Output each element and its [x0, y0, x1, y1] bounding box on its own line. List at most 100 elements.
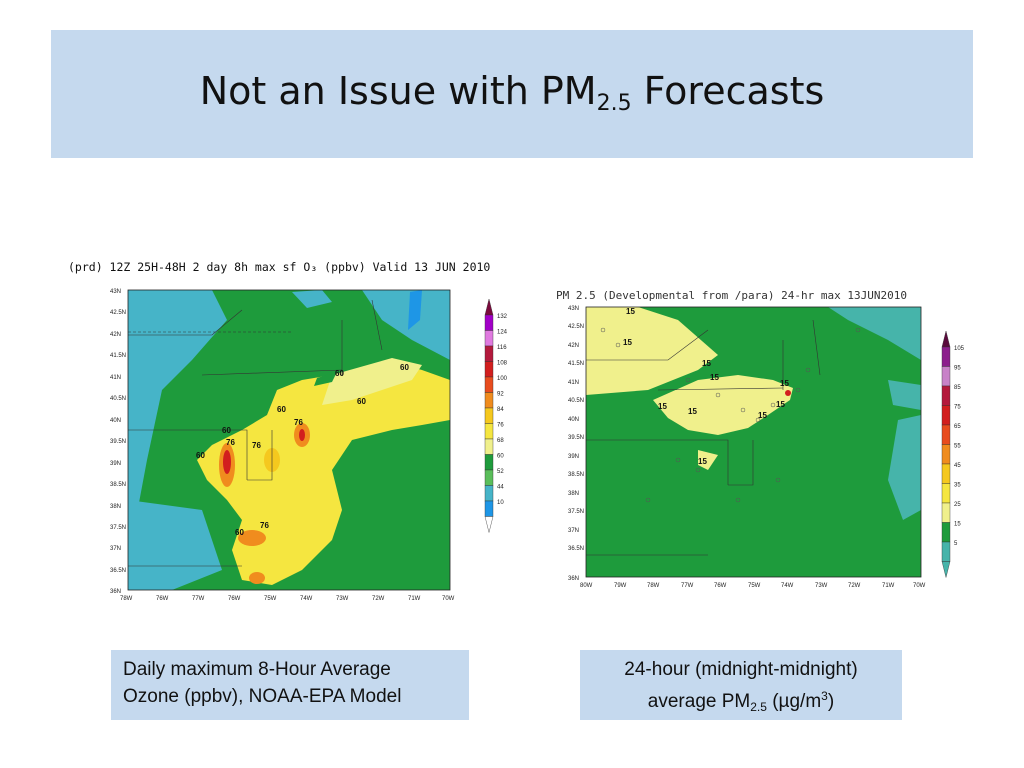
svg-text:43N: 43N: [110, 289, 121, 295]
contour-label: 15: [702, 359, 711, 368]
legend-label: 132: [497, 314, 508, 320]
legend-label: 68: [497, 438, 504, 444]
ozone-color-legend: 132 124 116 108 100 92 84 76 68 60 52 44 10: [484, 298, 508, 533]
legend-swatch: [941, 346, 951, 367]
svg-text:76W: 76W: [714, 583, 727, 589]
contour-label: 15: [698, 457, 707, 466]
svg-text:42N: 42N: [110, 332, 121, 338]
latitude-labels: 43N 42.5N 42N 41.5N 41N 40.5N 40N 39.5N …: [110, 289, 126, 595]
longitude-labels: 80W 79W 78W 77W 76W 75W 74W 73W 72W 71W …: [580, 583, 926, 589]
pm25-15-region: [653, 375, 793, 435]
ozone-76-region: [197, 362, 450, 585]
legend-arrow-bottom: [941, 561, 951, 578]
svg-text:36.5N: 36.5N: [568, 546, 584, 552]
contour-label: 15: [710, 373, 719, 382]
lake-blue: [408, 290, 422, 330]
legend-label: 124: [497, 330, 508, 336]
legend-swatch: [941, 463, 951, 484]
legend-swatch: [941, 502, 951, 523]
legend-arrow-bottom: [484, 516, 494, 533]
svg-text:39N: 39N: [110, 461, 121, 467]
legend-swatch: [484, 314, 494, 331]
svg-text:76W: 76W: [156, 596, 169, 602]
legend-label: 95: [954, 366, 961, 372]
legend-arrow-top: [941, 330, 951, 348]
svg-text:40.5N: 40.5N: [110, 396, 126, 402]
legend-swatch: [941, 405, 951, 426]
svg-text:72W: 72W: [372, 596, 385, 602]
contour-label: 76: [226, 438, 235, 447]
legend-label: 55: [954, 444, 961, 450]
legend-label: 85: [954, 385, 961, 391]
legend-label: 45: [954, 463, 961, 469]
svg-text:80W: 80W: [580, 583, 593, 589]
contour-label: 15: [626, 307, 635, 316]
svg-text:36N: 36N: [568, 576, 579, 582]
svg-text:38N: 38N: [110, 504, 121, 510]
hotspot-5: [249, 572, 265, 584]
legend-arrow-top: [484, 298, 494, 316]
svg-text:40N: 40N: [110, 418, 121, 424]
caption-line: 24-hour (midnight-midnight): [624, 659, 858, 680]
legend-swatch: [484, 469, 494, 486]
pm25-caption: 24-hour (midnight-midnight) average PM2.…: [580, 650, 902, 720]
legend-swatch: [941, 385, 951, 406]
legend-label: 116: [497, 345, 507, 351]
state-boundaries: [128, 299, 383, 567]
pm25-5-region-mid: [888, 380, 921, 410]
monitor-sites: [600, 327, 861, 503]
caption-line: Daily maximum 8-Hour Average: [123, 659, 391, 680]
longitude-labels: 78W 76W 77W 76W 75W 74W 73W 72W 71W 70W: [120, 596, 455, 602]
svg-text:72W: 72W: [848, 583, 861, 589]
contour-label: 60: [357, 397, 366, 406]
svg-text:78W: 78W: [120, 596, 133, 602]
svg-text:37N: 37N: [110, 546, 121, 552]
contour-label: 76: [294, 418, 303, 427]
svg-text:71W: 71W: [408, 596, 421, 602]
svg-text:41N: 41N: [568, 380, 579, 386]
pm25-map-header: PM 2.5 (Developmental from /para) 24-hr …: [556, 289, 907, 302]
svg-text:70W: 70W: [913, 583, 926, 589]
contour-label: 15: [658, 402, 667, 411]
contour-label: 60: [196, 451, 205, 460]
legend-swatch: [484, 376, 494, 393]
svg-text:40.5N: 40.5N: [568, 398, 584, 404]
legend-label: 15: [954, 522, 961, 528]
contour-label: 60: [277, 405, 286, 414]
svg-text:76W: 76W: [228, 596, 241, 602]
legend-swatch: [941, 444, 951, 465]
contour-label: 15: [688, 407, 697, 416]
low-ozone-region-west: [128, 290, 227, 590]
svg-text:38N: 38N: [568, 491, 579, 497]
cyan-patch: [292, 290, 332, 308]
svg-text:42.5N: 42.5N: [110, 310, 126, 316]
state-boundaries: [586, 319, 821, 556]
ozone-forecast-map: 60 60 60 60 60 76 76 76 60 76 60 43N 42.…: [110, 289, 508, 602]
contour-label: 60: [222, 426, 231, 435]
legend-swatch: [941, 366, 951, 387]
contour-label: 15: [780, 379, 789, 388]
legend-swatch: [941, 541, 951, 562]
svg-text:37.5N: 37.5N: [568, 509, 584, 515]
pm25-hotspot: [785, 390, 791, 396]
legend-label: 25: [954, 502, 961, 508]
svg-text:36.5N: 36.5N: [110, 568, 126, 574]
caption-line: Ozone (ppbv), NOAA-EPA Model: [123, 686, 402, 707]
latitude-labels: 43N 42.5N 42N 41.5N 41N 40.5N 40N 39.5N …: [568, 306, 584, 582]
svg-text:74W: 74W: [781, 583, 794, 589]
contour-label: 76: [260, 521, 269, 530]
legend-swatch: [484, 485, 494, 502]
contour-label: 15: [758, 411, 767, 420]
legend-label: 76: [497, 423, 504, 429]
svg-text:38.5N: 38.5N: [568, 472, 584, 478]
svg-text:39.5N: 39.5N: [568, 435, 584, 441]
svg-text:41.5N: 41.5N: [110, 353, 126, 359]
low-ozone-region-south: [128, 500, 222, 590]
map-frame: [585, 306, 922, 578]
svg-text:77W: 77W: [192, 596, 205, 602]
svg-text:73W: 73W: [815, 583, 828, 589]
contour-label: 15: [776, 400, 785, 409]
svg-text:37.5N: 37.5N: [110, 525, 126, 531]
svg-text:73W: 73W: [336, 596, 349, 602]
legend-swatch: [484, 454, 494, 471]
